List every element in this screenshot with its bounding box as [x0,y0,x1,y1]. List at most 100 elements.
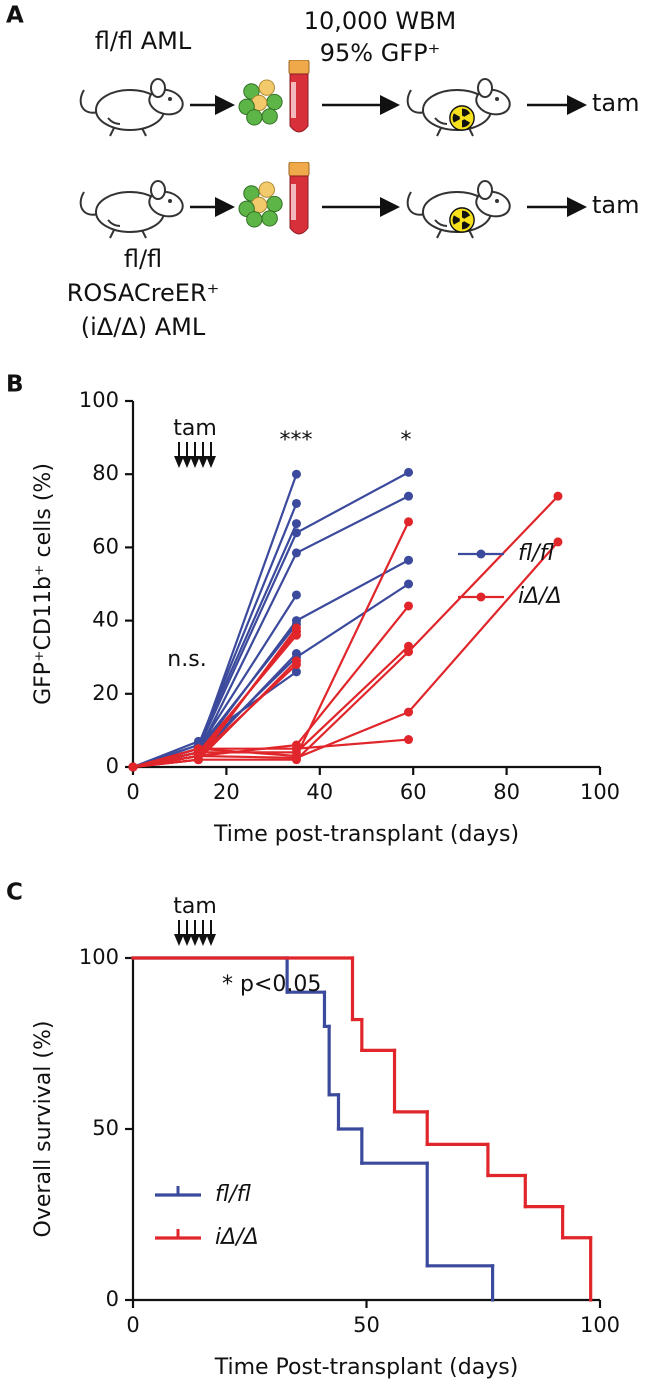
data-point [193,751,203,761]
x-tick-label: 50 [353,1313,380,1337]
data-point [291,744,301,754]
x-tick-label: 100 [580,1313,620,1337]
x-axis-title: Time post-transplant (days) [213,822,519,847]
radiation [449,105,475,131]
data-point [291,660,301,670]
y-axis-title: GFP⁺CD11b⁺ cells (%) [31,463,56,705]
x-axis-title: Time Post-transplant (days) [214,1355,519,1380]
y-tick-label: 50 [92,1116,119,1140]
y-tick-label: 80 [92,461,119,485]
data-line [132,495,559,769]
x-tick-label: 0 [126,1313,139,1337]
genotype: fl/fl AML [95,27,192,55]
x-tick-label: 100 [580,780,620,804]
y-tick-label: 100 [79,388,119,412]
tam-arrowhead [190,934,200,946]
schematic-row: tam [79,60,640,137]
y-tick-label: 20 [92,681,119,705]
y-tick-label: 100 [79,945,119,969]
treatment: tam [592,191,640,219]
data-line [132,645,410,769]
tam-arrowhead [182,934,192,946]
tam-arrowhead [198,934,208,946]
data-point [291,630,301,640]
annotation: * [401,428,412,453]
treatment: tam [592,89,640,117]
x-tick-label: 20 [213,780,240,804]
tam-arrowhead [198,456,208,468]
legend-label: fl/fl [215,1182,252,1207]
radiation [449,207,475,233]
annotation: * p<0.05 [222,972,321,997]
tube [288,162,310,235]
tam-arrowhead [174,456,184,468]
data-point [128,762,138,772]
data-line [132,627,298,769]
tube [288,60,310,133]
data-point [291,590,301,600]
data-point [404,647,414,657]
data-point [404,601,414,611]
data-point [404,555,414,565]
dose: 10,000 WBM [304,7,457,35]
legend-label: iΔ/Δ [215,1225,259,1250]
genotype: fl/fl [124,245,162,273]
gfp: 95% GFP⁺ [320,39,441,67]
cells [238,181,283,228]
schematic-row: tam [79,162,640,239]
y-tick-label: 40 [92,608,119,632]
tam-arrowhead [190,456,200,468]
data-point [404,517,414,527]
annotation: *** [280,428,313,453]
genotype: (iΔ/Δ) AML [81,313,206,341]
legend-dot [476,549,486,559]
data-point [404,579,414,589]
tam-arrowhead [206,456,216,468]
data-line [132,583,410,769]
data-point [291,528,301,538]
legend-dot [476,592,486,602]
legend-label: fl/fl [518,541,555,566]
mouse [79,78,187,137]
annotation: n.s. [167,647,206,672]
data-point [193,744,203,754]
data-point [553,537,563,547]
data-point [404,491,414,501]
data-point [404,467,414,477]
data-line [132,521,410,769]
data-point [404,707,414,717]
mouse [79,180,187,239]
legend-label: iΔ/Δ [518,584,562,609]
data-point [291,548,301,558]
data-point [291,753,301,763]
data-point [291,519,301,529]
cells [238,79,283,126]
tam-arrowhead [182,456,192,468]
x-tick-label: 0 [126,780,139,804]
genotype: ROSACreER⁺ [67,279,220,307]
data-point [193,736,203,746]
data-point [291,469,301,479]
panel-label: B [6,372,24,398]
tam-arrowhead [206,934,216,946]
y-tick-label: 0 [106,754,119,778]
tam-arrowhead [174,934,184,946]
y-tick-label: 0 [106,1287,119,1311]
data-point [291,667,301,677]
panel-label: A [6,3,24,29]
x-tick-label: 40 [306,780,333,804]
panel-label: C [6,880,23,906]
data-point [553,491,563,501]
y-tick-label: 60 [92,534,119,558]
data-line [132,623,298,769]
data-line [132,495,410,769]
data-point [291,498,301,508]
data-point [404,735,414,745]
data-line [132,738,409,769]
annotation: tam [173,416,217,441]
y-axis-title: Overall survival (%) [31,1021,56,1238]
x-tick-label: 60 [400,780,427,804]
x-tick-label: 80 [493,780,520,804]
annotation: tam [173,894,217,919]
